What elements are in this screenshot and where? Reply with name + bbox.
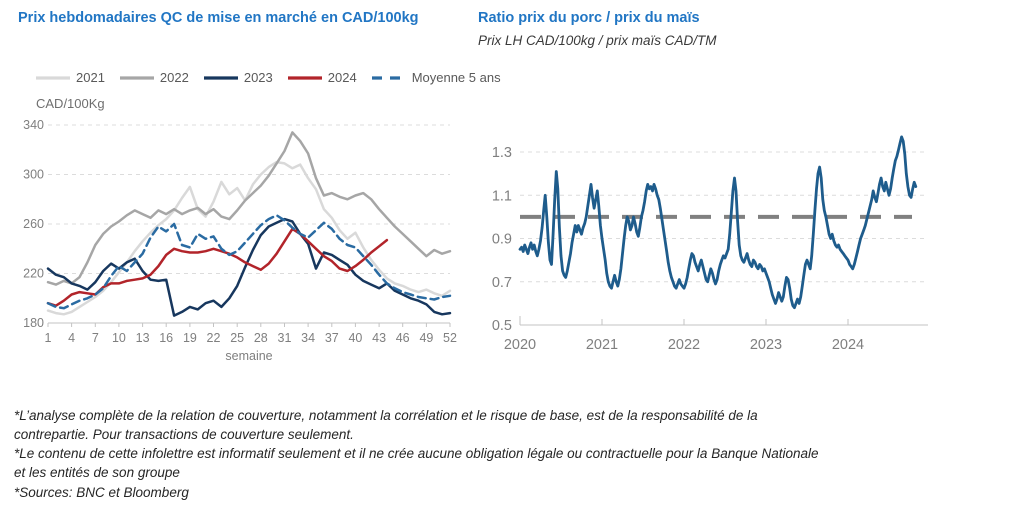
x-tick-label: 13: [136, 331, 150, 345]
legend-label: 2024: [327, 70, 357, 85]
y-tick-label: 220: [23, 267, 44, 281]
left-y-axis-unit-label: CAD/100Kg: [36, 96, 105, 111]
left-chart-title: Prix hebdomadaires QC de mise en marché …: [18, 10, 419, 26]
legend-item-2021: 2021: [36, 70, 105, 85]
x-tick-label: 2024: [832, 337, 864, 353]
series-line-2024: [46, 227, 389, 307]
hog-corn-ratio-line-chart: 1.3 1.1 0.9 0.7 0.5 2020 2021 2022 2023 2024: [492, 135, 928, 353]
left-chart-legend: 2021 2022 2023 2024 Moyenne 5 ans: [36, 70, 501, 85]
x-tick-label: 2020: [504, 337, 536, 353]
x-tick-label: 1: [45, 331, 52, 345]
legend-label: 2023: [243, 70, 273, 85]
y-tick-label: 0.5: [492, 318, 512, 334]
series-line-2023: [46, 217, 452, 317]
x-tick-label: 52: [443, 331, 457, 345]
legend-swatch-icon: [203, 75, 238, 80]
legend-swatch-icon: [287, 75, 322, 80]
series-line-2022: [46, 131, 452, 286]
legend-label: 2021: [76, 70, 105, 85]
y-tick-label: 340: [23, 118, 44, 132]
x-tick-label: 37: [325, 331, 339, 345]
legend-swatch-icon: [371, 75, 406, 80]
x-tick-label: 34: [301, 331, 315, 345]
footnote-disclaimer-2: *Le contenu de cette infolettre est info…: [14, 446, 819, 481]
x-tick-label: 25: [230, 331, 244, 345]
x-tick-label: 10: [112, 331, 126, 345]
x-tick-label: 40: [348, 331, 362, 345]
legend-swatch-icon: [36, 75, 70, 80]
x-tick-label: 2021: [586, 337, 618, 353]
legend-item-moyenne-5-ans: Moyenne 5 ans: [371, 70, 501, 85]
x-tick-label: 2023: [750, 337, 782, 353]
y-tick-label: 0.9: [492, 232, 512, 248]
x-tick-label: 28: [254, 331, 268, 345]
x-tick-label: 2022: [668, 337, 700, 353]
footnotes: *L’analyse complète de la relation de co…: [14, 406, 819, 502]
x-tick-label: 49: [419, 331, 433, 345]
right-chart-subtitle: Prix LH CAD/100kg / prix maïs CAD/TM: [478, 33, 717, 48]
legend-label: 2022: [159, 70, 189, 85]
legend-item-2023: 2023: [203, 70, 273, 85]
x-tick-label: 4: [68, 331, 75, 345]
legend-item-2024: 2024: [287, 70, 357, 85]
legend-label: Moyenne 5 ans: [411, 70, 501, 85]
legend-swatch-icon: [119, 75, 154, 80]
y-tick-label: 260: [23, 217, 44, 231]
y-tick-label: 1.1: [492, 188, 512, 204]
y-tick-label: 180: [23, 316, 44, 330]
footnote-sources: *Sources: BNC et Bloomberg: [14, 484, 189, 500]
x-tick-label: 31: [278, 331, 292, 345]
series-line-moyenne-5-ans: [46, 214, 452, 310]
y-tick-label: 1.3: [492, 145, 512, 161]
right-chart-title: Ratio prix du porc / prix du maïs: [478, 10, 700, 26]
x-tick-label: 43: [372, 331, 386, 345]
y-tick-label: 0.7: [492, 275, 512, 291]
y-tick-label: 300: [23, 168, 44, 182]
x-tick-label: 7: [92, 331, 99, 345]
x-tick-label: 16: [159, 331, 173, 345]
x-tick-label: 19: [183, 331, 197, 345]
x-tick-label: 46: [396, 331, 410, 345]
x-tick-label: 22: [207, 331, 221, 345]
series-line-ratio-porc-mais: [518, 135, 918, 310]
series-line-2021: [46, 160, 452, 316]
footnote-disclaimer-1: *L’analyse complète de la relation de co…: [14, 408, 758, 443]
x-axis-title: semaine: [225, 349, 272, 363]
legend-item-2022: 2022: [119, 70, 189, 85]
